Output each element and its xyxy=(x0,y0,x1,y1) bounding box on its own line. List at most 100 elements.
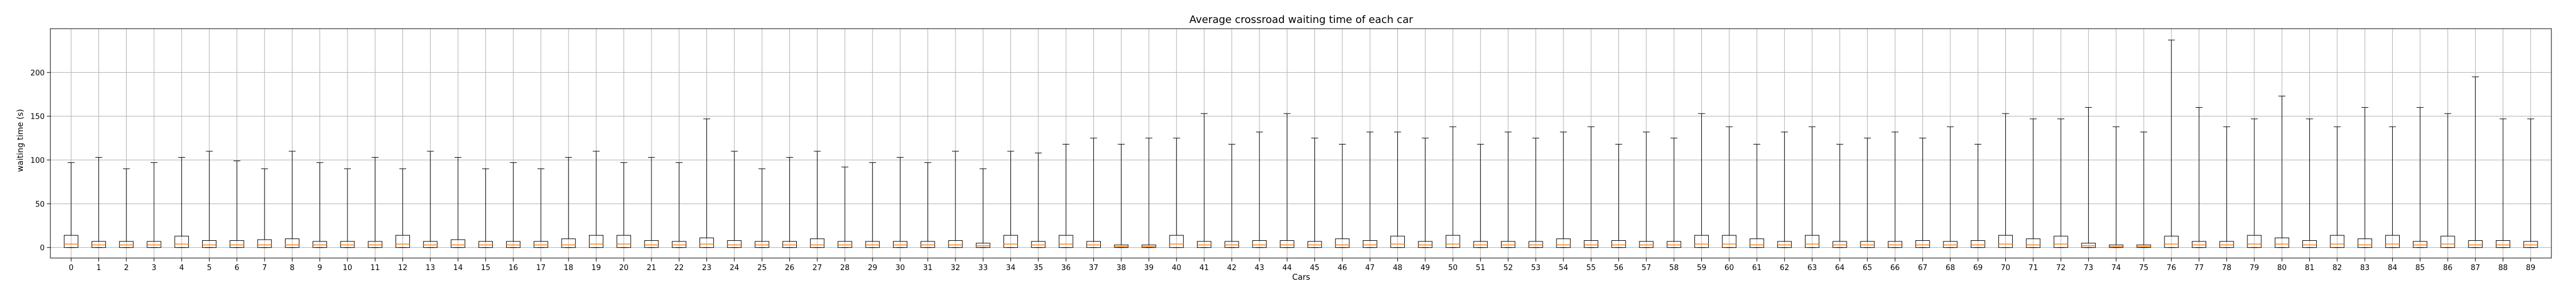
x-tick-label: 57 xyxy=(1642,264,1652,272)
y-tick-label: 200 xyxy=(30,69,45,77)
box xyxy=(2302,240,2317,248)
box-car-67 xyxy=(1915,138,1930,248)
box xyxy=(1031,241,1046,248)
box-car-46 xyxy=(1335,144,1350,248)
box-car-48 xyxy=(1390,131,1405,248)
x-tick-label: 81 xyxy=(2305,264,2314,272)
box-car-37 xyxy=(1086,138,1101,248)
x-tick-label: 33 xyxy=(978,264,988,272)
y-tick-label: 150 xyxy=(30,113,45,122)
x-tick-label: 40 xyxy=(1172,264,1182,272)
x-tick-label: 19 xyxy=(591,264,601,272)
box xyxy=(892,241,908,248)
box-car-13 xyxy=(423,151,438,248)
x-tick-label: 79 xyxy=(2250,264,2259,272)
box-layer xyxy=(64,40,2538,248)
box-car-8 xyxy=(285,151,299,248)
x-tick-label: 13 xyxy=(426,264,436,272)
x-tick-label: 26 xyxy=(785,264,795,272)
x-tick-label: 80 xyxy=(2277,264,2287,272)
x-tick-label: 54 xyxy=(1559,264,1568,272)
x-tick-label: 77 xyxy=(2194,264,2204,272)
box xyxy=(1915,240,1930,248)
box-car-80 xyxy=(2274,96,2289,248)
box xyxy=(588,235,604,248)
box xyxy=(1528,241,1543,248)
box-car-9 xyxy=(313,162,327,248)
x-tick-label: 48 xyxy=(1393,264,1402,272)
x-tick-label: 18 xyxy=(564,264,574,272)
x-tick-label: 31 xyxy=(923,264,933,272)
box-car-40 xyxy=(1169,138,1184,248)
box xyxy=(2053,236,2068,248)
box xyxy=(561,238,576,248)
box-car-2 xyxy=(119,168,134,248)
x-tick-label: 84 xyxy=(2388,264,2397,272)
box xyxy=(2495,240,2511,248)
box-car-54 xyxy=(1556,131,1571,248)
box-car-3 xyxy=(147,162,161,248)
x-tick-label: 32 xyxy=(951,264,961,272)
box xyxy=(1196,241,1212,248)
box xyxy=(1086,241,1101,248)
box-car-5 xyxy=(202,151,217,248)
x-tick-label: 12 xyxy=(398,264,408,272)
box xyxy=(1390,236,1405,248)
y-axis-label: waiting time (s) xyxy=(16,109,25,172)
box-car-64 xyxy=(1832,144,1847,248)
box-car-73 xyxy=(2081,107,2096,248)
x-tick-label: 28 xyxy=(840,264,850,272)
box-car-30 xyxy=(892,157,908,248)
box xyxy=(1362,240,1377,248)
chart-title: Average crossroad waiting time of each c… xyxy=(1190,14,1413,26)
x-tick-label: 21 xyxy=(647,264,657,272)
box-car-19 xyxy=(588,151,604,248)
box xyxy=(1114,244,1129,248)
box xyxy=(423,241,438,248)
x-tick-label: 30 xyxy=(895,264,905,272)
box xyxy=(754,241,769,248)
box-car-47 xyxy=(1362,131,1377,248)
box-car-17 xyxy=(534,168,548,248)
box xyxy=(2330,235,2345,248)
box xyxy=(2026,238,2041,248)
box xyxy=(257,239,272,248)
x-tick-label: 59 xyxy=(1697,264,1706,272)
x-tick-label: 60 xyxy=(1725,264,1735,272)
x-tick-label: 41 xyxy=(1199,264,1209,272)
x-tick-label: 39 xyxy=(1144,264,1154,272)
box-car-62 xyxy=(1777,131,1792,248)
box-car-31 xyxy=(920,162,935,248)
box xyxy=(478,241,493,248)
x-tick-label: 76 xyxy=(2167,264,2176,272)
x-tick-label: 38 xyxy=(1116,264,1126,272)
x-tick-label: 5 xyxy=(207,264,211,272)
box xyxy=(1666,241,1681,248)
x-tick-label: 42 xyxy=(1227,264,1237,272)
box xyxy=(948,240,963,248)
box-car-70 xyxy=(1998,113,2013,248)
box xyxy=(395,235,410,248)
x-tick-label: 9 xyxy=(318,264,322,272)
box-car-28 xyxy=(837,166,852,248)
box-car-71 xyxy=(2026,118,2041,248)
box xyxy=(506,241,521,248)
x-tick-label: 44 xyxy=(1282,264,1292,272)
x-tick-label: 43 xyxy=(1255,264,1265,272)
box-car-4 xyxy=(174,157,189,248)
x-tick-label: 88 xyxy=(2498,264,2508,272)
box xyxy=(1058,235,1073,248)
x-tick-label: 72 xyxy=(2056,264,2066,272)
x-tick-label: 2 xyxy=(124,264,129,272)
box-car-59 xyxy=(1694,113,1709,248)
x-tick-label: 86 xyxy=(2443,264,2453,272)
box-car-44 xyxy=(1279,113,1294,248)
box xyxy=(534,241,548,248)
box-car-65 xyxy=(1860,138,1875,248)
box-car-12 xyxy=(395,168,410,248)
box-car-26 xyxy=(782,157,797,248)
box xyxy=(1445,235,1460,248)
x-tick-label: 70 xyxy=(2001,264,2010,272)
box xyxy=(2247,235,2262,248)
